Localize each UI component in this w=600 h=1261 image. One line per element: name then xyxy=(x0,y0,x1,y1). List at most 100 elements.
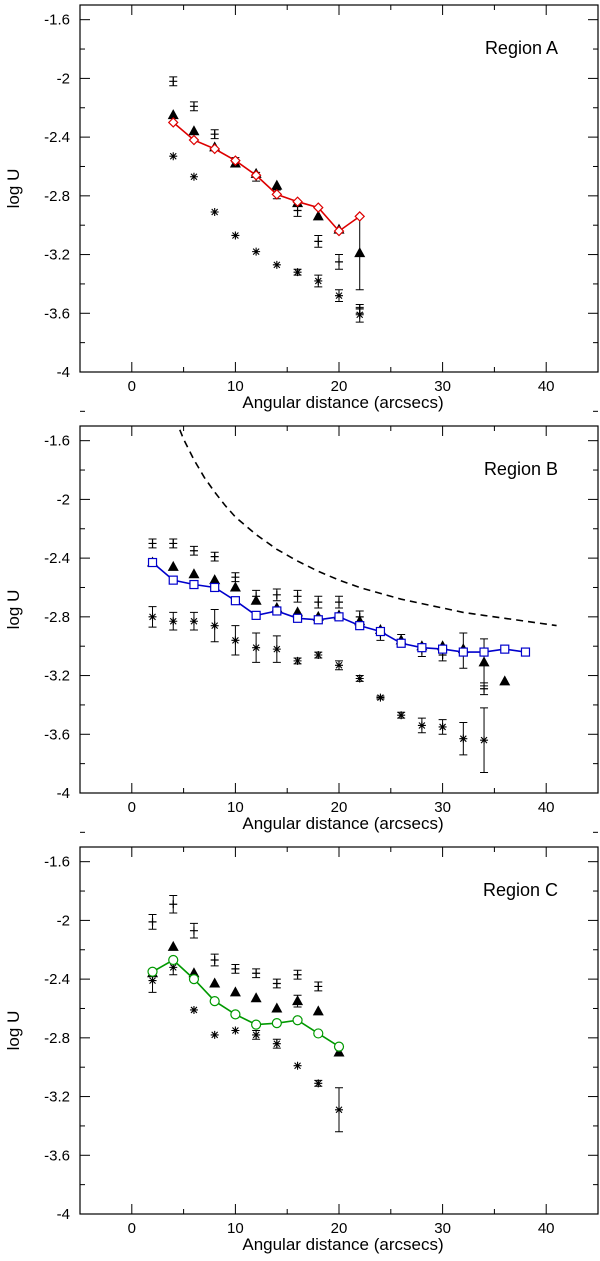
data-point-star xyxy=(272,260,281,269)
data-point-model xyxy=(458,647,468,657)
data-point-plus xyxy=(231,964,240,973)
data-point-star xyxy=(376,693,385,702)
data-point-plus xyxy=(189,546,198,555)
data-point-plus xyxy=(169,900,178,909)
data-point-triangle xyxy=(312,210,324,221)
data-point-plus xyxy=(210,552,219,561)
data-point-model xyxy=(417,643,427,653)
data-point-model xyxy=(271,189,283,200)
data-point-plus xyxy=(293,970,302,979)
data-point-model xyxy=(520,647,531,657)
region-label: Region A xyxy=(485,38,558,58)
y-tick-label: -1.6 xyxy=(44,12,70,29)
y-axis-title: log U xyxy=(4,1011,23,1051)
y-tick-label: -4 xyxy=(57,785,70,802)
data-point-model xyxy=(167,117,179,128)
data-point-star xyxy=(459,734,468,743)
y-tick-label: -2.4 xyxy=(44,550,70,567)
x-tick-label: 10 xyxy=(227,378,244,395)
data-point-star xyxy=(189,617,198,626)
y-tick-label: -1.6 xyxy=(44,433,70,450)
x-tick-label: 0 xyxy=(128,799,136,816)
y-axis-title: log U xyxy=(4,590,23,630)
data-point-star xyxy=(231,231,240,240)
data-point-model xyxy=(209,996,220,1007)
data-point-model xyxy=(333,225,345,237)
y-tick-label: -2 xyxy=(57,70,70,87)
data-point-plus xyxy=(169,539,178,548)
x-tick-label: 30 xyxy=(434,1220,451,1237)
x-axis-title: Angular distance (arcsecs) xyxy=(242,814,443,833)
data-point-triangle xyxy=(478,656,490,667)
data-point-triangle xyxy=(188,125,200,136)
data-point-star xyxy=(169,963,178,972)
x-axis-title: Angular distance (arcsecs) xyxy=(242,393,443,412)
region-label: Region C xyxy=(483,880,558,900)
data-point-star xyxy=(252,643,261,652)
y-tick-label: -4 xyxy=(57,1206,70,1223)
data-point-model xyxy=(479,647,489,657)
data-point-triangle xyxy=(250,992,262,1003)
data-point-model xyxy=(147,966,158,977)
x-tick-label: 10 xyxy=(227,799,244,816)
data-point-triangle xyxy=(188,568,200,579)
data-point-star xyxy=(252,247,261,256)
model-line xyxy=(152,959,340,1048)
panel-region-c: 0 10 20 30 40 -1.6 -2 -2.4 -2.8 -3.2 -3.6 -4 Angular… xyxy=(4,831,599,1254)
y-tick-label: -3.6 xyxy=(44,305,70,322)
series-triangle xyxy=(147,940,345,1057)
data-point-model xyxy=(251,1019,262,1030)
panel-region-a: 0 10 20 30 40 -1.6 -2 -2.4 -2.8 -3.2 -3.6 -4 Angular… xyxy=(4,4,599,412)
data-point-model xyxy=(354,211,366,222)
y-tick-label: -3.2 xyxy=(44,247,70,264)
data-point-model xyxy=(396,638,406,648)
x-tick-label: 40 xyxy=(538,799,555,816)
data-point-plus xyxy=(293,206,302,215)
data-point-triangle xyxy=(167,560,179,571)
data-point-plus xyxy=(293,592,302,601)
data-point-triangle xyxy=(188,967,200,978)
data-point-star xyxy=(231,1026,240,1035)
data-point-triangle xyxy=(271,1002,283,1013)
data-point-star xyxy=(210,207,219,216)
data-point-model xyxy=(210,582,220,593)
axis-ticks xyxy=(79,5,599,373)
data-point-star xyxy=(355,674,364,683)
data-point-plus xyxy=(314,982,323,991)
data-point-plus xyxy=(272,590,281,599)
data-point-star xyxy=(335,1105,343,1114)
data-point-model xyxy=(333,1041,345,1052)
data-point-plus xyxy=(272,979,281,988)
data-point-model xyxy=(188,974,200,985)
data-point-star xyxy=(148,612,157,621)
x-tick-label: 40 xyxy=(538,1220,555,1237)
data-point-plus xyxy=(210,130,219,139)
series-triangle xyxy=(167,109,366,291)
data-point-plus xyxy=(335,257,343,266)
x-tick-label: 30 xyxy=(434,378,451,395)
series-star xyxy=(148,606,489,773)
data-point-star xyxy=(335,291,343,300)
y-tick-label: -3.6 xyxy=(44,1147,70,1164)
data-point-model xyxy=(292,196,303,208)
data-point-triangle xyxy=(229,581,241,592)
x-tick-label: 20 xyxy=(331,1220,348,1237)
data-point-model xyxy=(312,202,324,213)
y-tick-label: -4 xyxy=(57,364,70,381)
data-point-plus xyxy=(148,917,157,926)
y-tick-label: -2.4 xyxy=(44,129,70,146)
data-point-plus xyxy=(210,956,219,965)
data-point-triangle xyxy=(250,594,262,605)
data-point-plus xyxy=(189,102,198,111)
data-point-model xyxy=(355,621,365,631)
data-point-plus xyxy=(314,598,323,607)
data-point-star xyxy=(417,721,426,730)
data-point-star xyxy=(438,722,447,731)
plot-area xyxy=(147,426,557,773)
series-model xyxy=(147,557,531,657)
data-point-star xyxy=(210,621,219,630)
data-point-star xyxy=(189,1005,198,1014)
data-point-triangle xyxy=(209,574,221,585)
series-plus xyxy=(169,76,364,314)
